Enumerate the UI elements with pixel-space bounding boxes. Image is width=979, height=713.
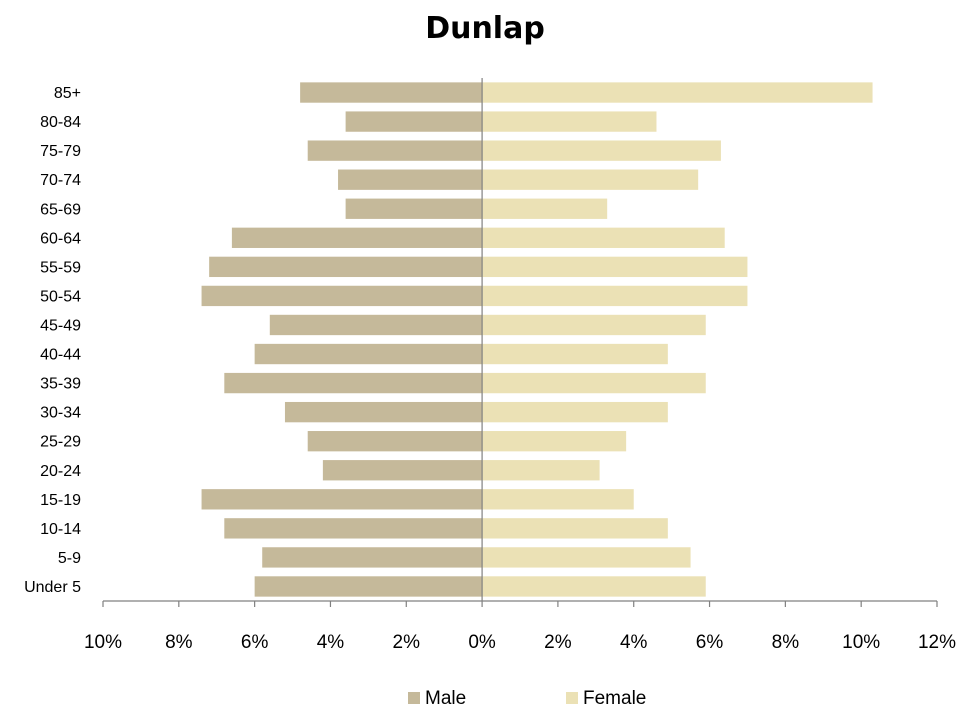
bar-male-15 — [307, 140, 483, 161]
category-label: 70-74 — [40, 172, 81, 189]
bar-male-10 — [201, 285, 483, 307]
legend: Male Female — [408, 688, 646, 709]
bar-female-11 — [482, 256, 748, 278]
bar-male-3 — [201, 489, 483, 510]
category-label: 65-69 — [40, 201, 81, 218]
bar-male-14 — [338, 169, 483, 190]
bar-male-5 — [307, 431, 483, 452]
category-label: 15-19 — [40, 492, 81, 509]
bar-female-8 — [482, 343, 668, 365]
category-label: 80-84 — [40, 114, 81, 131]
bar-male-7 — [224, 372, 483, 394]
bar-female-15 — [482, 140, 721, 161]
x-tick-label: 12% — [918, 632, 956, 653]
x-tick-label: 6% — [696, 632, 724, 653]
category-label: 85+ — [54, 85, 81, 102]
x-tick-label: 2% — [544, 632, 572, 653]
category-label: 5-9 — [58, 550, 81, 567]
legend-label-female: Female — [583, 688, 646, 709]
category-labels: Under 5 5-9 10-14 15-19 20-24 25-29 30-34 35-39… — [24, 85, 81, 596]
x-axis: 10% 8% 6% 4% 2% 0% 2% 4% 6% 8% 10% 12% — [84, 78, 956, 653]
bar-male-11 — [209, 256, 483, 278]
bar-female-9 — [482, 314, 706, 336]
category-label: Under 5 — [24, 579, 81, 596]
category-label: 60-64 — [40, 230, 81, 247]
bar-male-9 — [269, 314, 483, 336]
bar-female-2 — [482, 518, 668, 539]
category-label: 40-44 — [40, 347, 81, 364]
category-label: 50-54 — [40, 288, 81, 305]
bar-male-16 — [345, 111, 483, 132]
bar-female-6 — [482, 401, 668, 423]
bar-female-0 — [482, 576, 706, 597]
category-label: 75-79 — [40, 143, 81, 160]
bar-male-0 — [254, 576, 483, 597]
category-label: 35-39 — [40, 376, 81, 393]
category-label: 45-49 — [40, 317, 81, 334]
bar-female-12 — [482, 227, 725, 248]
legend-label-male: Male — [425, 688, 466, 709]
category-label: 30-34 — [40, 405, 81, 422]
bar-male-17 — [300, 82, 483, 103]
bar-female-5 — [482, 431, 627, 452]
bar-male-6 — [284, 401, 483, 423]
bars-group — [201, 82, 873, 597]
bar-female-16 — [482, 111, 657, 132]
bar-male-13 — [345, 198, 483, 219]
x-tick-label: 0% — [468, 632, 496, 653]
bar-female-4 — [482, 460, 600, 481]
x-tick-label: 8% — [165, 632, 193, 653]
bar-female-10 — [482, 285, 748, 307]
category-label: 25-29 — [40, 434, 81, 451]
legend-swatch-female — [566, 692, 578, 704]
bar-male-2 — [224, 518, 483, 539]
bar-female-13 — [482, 198, 608, 219]
bar-male-4 — [322, 460, 483, 481]
legend-swatch-male — [408, 692, 420, 704]
bar-male-12 — [231, 227, 483, 248]
x-tick-label: 6% — [241, 632, 269, 653]
bar-male-8 — [254, 343, 483, 365]
bar-male-1 — [262, 547, 483, 568]
x-tick-label: 10% — [842, 632, 880, 653]
x-tick-label: 4% — [620, 632, 648, 653]
x-tick-label: 4% — [317, 632, 345, 653]
category-label: 55-59 — [40, 259, 81, 276]
bar-female-7 — [482, 372, 706, 394]
category-label: 20-24 — [40, 463, 81, 480]
x-tick-label: 2% — [393, 632, 421, 653]
bar-female-1 — [482, 547, 691, 568]
category-label: 10-14 — [40, 521, 81, 538]
chart-title: Dunlap — [425, 11, 545, 46]
bar-female-14 — [482, 169, 699, 190]
x-tick-label: 8% — [772, 632, 800, 653]
x-tick-label: 10% — [84, 632, 122, 653]
bar-female-17 — [482, 82, 873, 103]
bar-female-3 — [482, 489, 634, 510]
